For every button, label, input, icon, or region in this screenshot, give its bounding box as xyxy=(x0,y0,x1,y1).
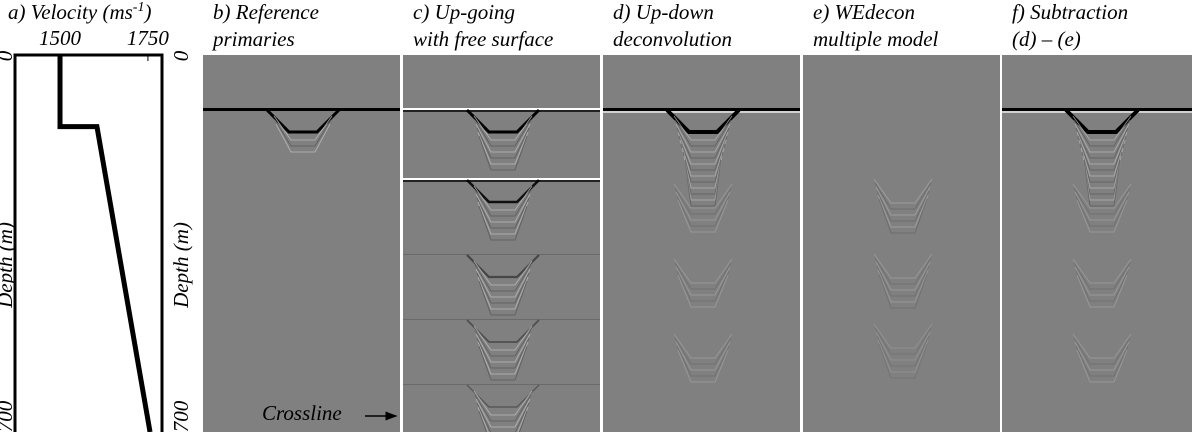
panel-title: d) Up-down xyxy=(613,0,714,24)
image-bg xyxy=(203,55,400,432)
sea-floor xyxy=(403,254,600,255)
panel-title: c) Up-going xyxy=(413,0,515,24)
y-tick-label: 0 xyxy=(0,50,17,61)
y-tick-label: 700 xyxy=(0,400,17,432)
seismic-panel xyxy=(403,55,600,432)
sea-floor xyxy=(603,111,800,113)
y-axis-label: Depth (m) xyxy=(169,222,193,309)
panel-title: primaries xyxy=(211,27,295,51)
x-tick-label: 1500 xyxy=(39,26,82,50)
panel-title: a) Velocity (ms-1) xyxy=(8,0,151,24)
sea-floor xyxy=(403,319,600,320)
sea-floor xyxy=(403,180,600,182)
panel-title: multiple model xyxy=(813,27,939,51)
panel-gap xyxy=(400,55,403,432)
panel-gap xyxy=(1000,55,1002,432)
y-tick-label: 0 xyxy=(169,50,193,61)
image-bg xyxy=(803,55,1000,432)
panel-title: e) WEdecon xyxy=(813,0,915,24)
y-tick-label: 700 xyxy=(169,400,193,432)
sea-floor xyxy=(203,108,400,111)
y-axis-label: Depth (m) xyxy=(0,222,17,309)
seismic-panel xyxy=(1002,55,1192,432)
sea-floor xyxy=(403,178,600,180)
panel-title: (d) – (e) xyxy=(1012,27,1081,51)
sea-floor xyxy=(403,384,600,385)
panel-title: f) Subtraction xyxy=(1012,0,1128,24)
panel-title: with free surface xyxy=(413,27,553,51)
crossline-label: Crossline xyxy=(262,401,342,425)
panel-title: b) Reference xyxy=(213,0,319,24)
sea-floor xyxy=(403,108,600,110)
panel-gap xyxy=(600,55,603,432)
seismic-panel xyxy=(803,55,1000,432)
velocity-line xyxy=(60,56,150,432)
panel-title: deconvolution xyxy=(613,27,732,51)
sea-floor xyxy=(603,108,800,111)
figure: a) Velocity (ms-1) 150017500700Depth (m)… xyxy=(0,0,1192,432)
seismic-panel xyxy=(203,55,400,432)
x-tick-label: 1750 xyxy=(127,26,170,50)
sea-floor xyxy=(1002,108,1192,111)
seismic-panel xyxy=(603,55,800,432)
sea-floor xyxy=(403,110,600,112)
sea-floor xyxy=(1002,111,1192,113)
